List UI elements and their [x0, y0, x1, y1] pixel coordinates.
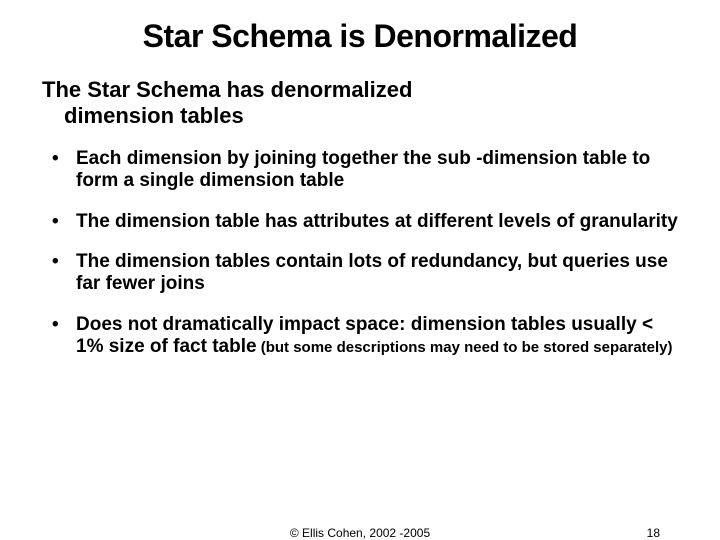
bullet-item: Does not dramatically impact space: dime…: [48, 314, 682, 359]
bullet-item: The dimension table has attributes at di…: [48, 211, 682, 233]
slide-subtitle: The Star Schema has denormalized dimensi…: [38, 77, 682, 130]
subtitle-line-2: dimension tables: [42, 103, 682, 129]
slide-container: Star Schema is Denormalized The Star Sch…: [0, 0, 720, 359]
page-number: 18: [647, 526, 660, 540]
bullet-item: Each dimension by joining together the s…: [48, 148, 682, 193]
bullet-note: (but some descriptions may need to be st…: [257, 339, 673, 356]
bullet-text: The dimension table has attributes at di…: [76, 211, 678, 232]
bullet-text: Each dimension by joining together the s…: [76, 148, 650, 191]
bullet-text: The dimension tables contain lots of red…: [76, 251, 668, 294]
bullet-list: Each dimension by joining together the s…: [38, 148, 682, 359]
copyright-text: © Ellis Cohen, 2002 -2005: [0, 526, 720, 540]
subtitle-line-1: The Star Schema has denormalized: [42, 77, 412, 102]
slide-title: Star Schema is Denormalized: [38, 18, 682, 55]
bullet-item: The dimension tables contain lots of red…: [48, 251, 682, 296]
